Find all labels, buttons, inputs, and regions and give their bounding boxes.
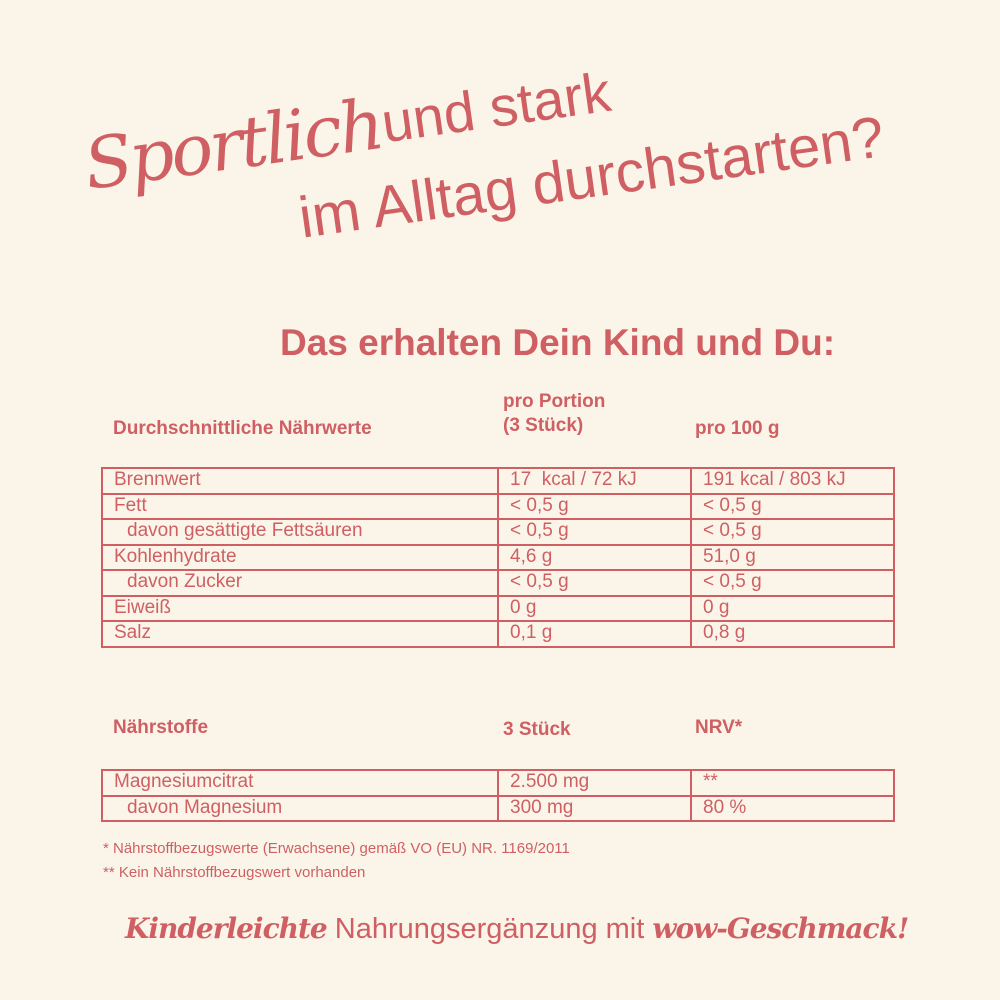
footnote-1: * Nährstoffbezugswerte (Erwachsene) gemä… bbox=[103, 840, 570, 857]
portion-label: pro Portion bbox=[503, 391, 606, 412]
nutrition-header-100g: pro 100 g bbox=[695, 418, 780, 439]
row-label: Kohlenhydrate bbox=[101, 543, 499, 571]
row-label: Brennwert bbox=[101, 467, 499, 495]
row-value-2: < 0,5 g bbox=[690, 518, 895, 546]
tagline-script-2: wow-Geschmack! bbox=[652, 912, 909, 945]
portion-count: (3 Stück) bbox=[503, 415, 584, 436]
table-row: Kohlenhydrate 4,6 g 51,0 g bbox=[101, 543, 895, 571]
table-row: Brennwert 17 kcal / 72 kJ 191 kcal / 803 k… bbox=[101, 467, 895, 495]
table-row: Salz 0,1 g 0,8 g bbox=[101, 620, 895, 648]
nutrition-table: Brennwert 17 kcal / 72 kJ 191 kcal / 803 k… bbox=[101, 467, 895, 648]
row-value-1: 17 kcal / 72 kJ bbox=[497, 467, 692, 495]
nutrients-table: Magnesiumcitrat 2.500 mg ** davon Magnesium… bbox=[101, 769, 895, 822]
row-value-2: < 0,5 g bbox=[690, 569, 895, 597]
headline-line1: und stark bbox=[377, 59, 615, 155]
tagline-middle: Nahrungsergänzung mit bbox=[326, 913, 653, 945]
row-label: davon gesättigte Fettsäuren bbox=[101, 518, 499, 546]
row-value-1: 0 g bbox=[497, 594, 692, 622]
row-value-1: 2.500 mg bbox=[497, 769, 692, 797]
subtitle: Das erhalten Dein Kind und Du: bbox=[280, 322, 836, 363]
row-value-2: 51,0 g bbox=[690, 543, 895, 571]
row-value-1: < 0,5 g bbox=[497, 492, 692, 520]
row-value-1: 0,1 g bbox=[497, 620, 692, 648]
tagline: Kinderleichte Nahrungsergänzung mit wow-… bbox=[125, 912, 909, 946]
row-label: Eiweiß bbox=[101, 594, 499, 622]
tagline-script-1: Kinderleichte bbox=[125, 912, 328, 945]
table-row: davon gesättigte Fettsäuren < 0,5 g < 0,5 … bbox=[101, 518, 895, 546]
row-label: Salz bbox=[101, 620, 499, 648]
nutrients-header-label: Nährstoffe bbox=[113, 717, 209, 738]
nutrition-header-portion: pro Portion (3 Stück) bbox=[503, 390, 605, 438]
table-row: Fett < 0,5 g < 0,5 g bbox=[101, 492, 895, 520]
row-value-2: 191 kcal / 803 kJ bbox=[690, 467, 895, 495]
table-row: Magnesiumcitrat 2.500 mg ** bbox=[101, 769, 895, 797]
row-value-2: 0 g bbox=[690, 594, 895, 622]
row-label: Fett bbox=[101, 492, 499, 520]
row-label: davon Magnesium bbox=[101, 794, 499, 822]
table-row: davon Zucker < 0,5 g < 0,5 g bbox=[101, 569, 895, 597]
row-value-2: < 0,5 g bbox=[690, 492, 895, 520]
row-value-1: 4,6 g bbox=[497, 543, 692, 571]
nutrients-header-amount: 3 Stück bbox=[503, 719, 571, 740]
row-value-2: ** bbox=[690, 769, 895, 797]
row-value-1: < 0,5 g bbox=[497, 518, 692, 546]
footnote-2: ** Kein Nährstoffbezugswert vorhanden bbox=[103, 864, 366, 881]
row-label: Magnesiumcitrat bbox=[101, 769, 499, 797]
row-value-1: 300 mg bbox=[497, 794, 692, 822]
row-value-1: < 0,5 g bbox=[497, 569, 692, 597]
row-value-2: 80 % bbox=[690, 794, 895, 822]
row-label: davon Zucker bbox=[101, 569, 499, 597]
nutrients-header-nrv: NRV* bbox=[695, 717, 743, 738]
row-value-2: 0,8 g bbox=[690, 620, 895, 648]
table-row: davon Magnesium 300 mg 80 % bbox=[101, 794, 895, 822]
nutrition-header-label: Durchschnittliche Nährwerte bbox=[113, 418, 372, 439]
